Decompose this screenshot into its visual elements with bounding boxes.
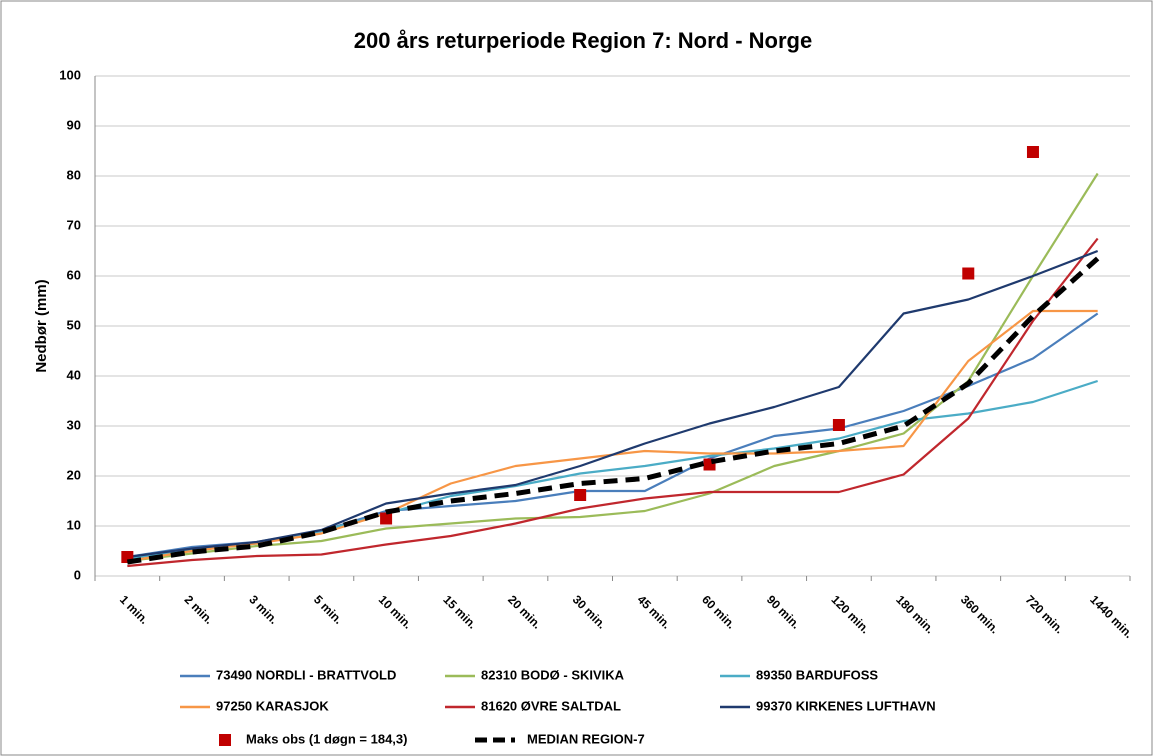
legend-label: 81620 ØVRE SALTDAL [481,698,621,713]
y-tick-label: 10 [67,517,81,532]
y-tick-label: 30 [67,417,81,432]
y-tick-label: 70 [67,217,81,232]
marker [574,489,587,501]
legend-label: 82310 BODØ - SKIVIKA [481,667,625,682]
y-tick-label: 20 [67,467,81,482]
legend-label: 73490 NORDLI - BRATTVOLD [216,667,396,682]
series-line [126,256,1100,565]
chart-title: 200 års returperiode Region 7: Nord - No… [354,28,812,53]
y-tick-label: 90 [67,117,81,132]
y-tick-label: 80 [67,167,81,182]
y-tick-label: 40 [67,367,81,382]
y-axis-label: Nedbør (mm) [33,279,50,372]
legend-label: 97250 KARASJOK [216,698,329,713]
legend-label: 89350 BARDUFOSS [756,667,878,682]
series-line [127,237,1099,568]
series-line [127,249,1099,559]
legend-swatch [219,734,231,746]
legend-label: MEDIAN REGION-7 [527,731,645,746]
y-tick-label: 60 [67,267,81,282]
marker [1026,146,1039,158]
y-tick-label: 50 [67,317,81,332]
marker [962,267,975,280]
y-tick-label: 0 [74,567,81,582]
legend-label: 99370 KIRKENES LUFTHAVN [756,698,936,713]
marker [380,512,393,525]
legend-label: Maks obs (1 døgn = 184,3) [246,731,407,746]
y-tick-label: 100 [59,67,81,82]
marker [832,419,845,431]
